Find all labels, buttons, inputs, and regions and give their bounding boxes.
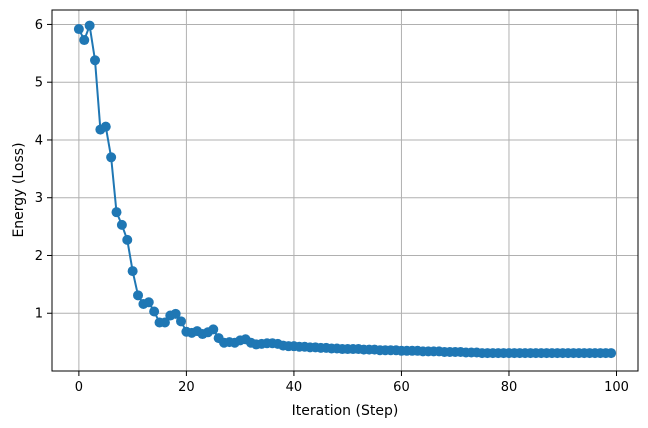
data-point [100,121,111,132]
y-tick-label: 5 [35,76,43,91]
data-point [90,55,101,66]
data-point [149,306,160,317]
x-tick-label: 40 [286,380,303,395]
plot-frame [51,9,639,372]
series-layer [73,20,617,359]
y-tick-label: 2 [35,249,43,264]
data-point [122,234,133,245]
x-tick-label: 100 [604,380,629,395]
y-tick-label: 6 [35,18,43,33]
y-tick-label: 4 [35,133,43,148]
series-line [77,24,612,355]
axis-ticks: 0 20 40 60 80 100 1 2 3 4 5 6 [35,18,629,395]
x-tick-label: 0 [75,380,83,395]
x-tick-label: 20 [178,380,195,395]
grid-lines [52,10,638,371]
x-tick-label: 80 [501,380,518,395]
data-point [84,20,95,31]
data-point [159,317,170,328]
y-tick-label: 1 [35,307,43,322]
data-point [127,266,138,277]
x-axis-label: Iteration (Step) [292,403,399,419]
data-point [143,297,154,308]
data-point [106,152,117,163]
data-point [170,308,181,319]
y-tick-label: 3 [35,191,43,206]
data-point [111,207,122,218]
y-axis-label: Energy (Loss) [11,142,27,237]
x-tick-label: 60 [393,380,410,395]
data-point [606,348,617,359]
data-point [116,219,127,230]
data-point [176,316,187,327]
data-point [133,290,144,301]
data-point [79,35,90,46]
data-point [73,24,84,35]
data-point [208,324,219,335]
